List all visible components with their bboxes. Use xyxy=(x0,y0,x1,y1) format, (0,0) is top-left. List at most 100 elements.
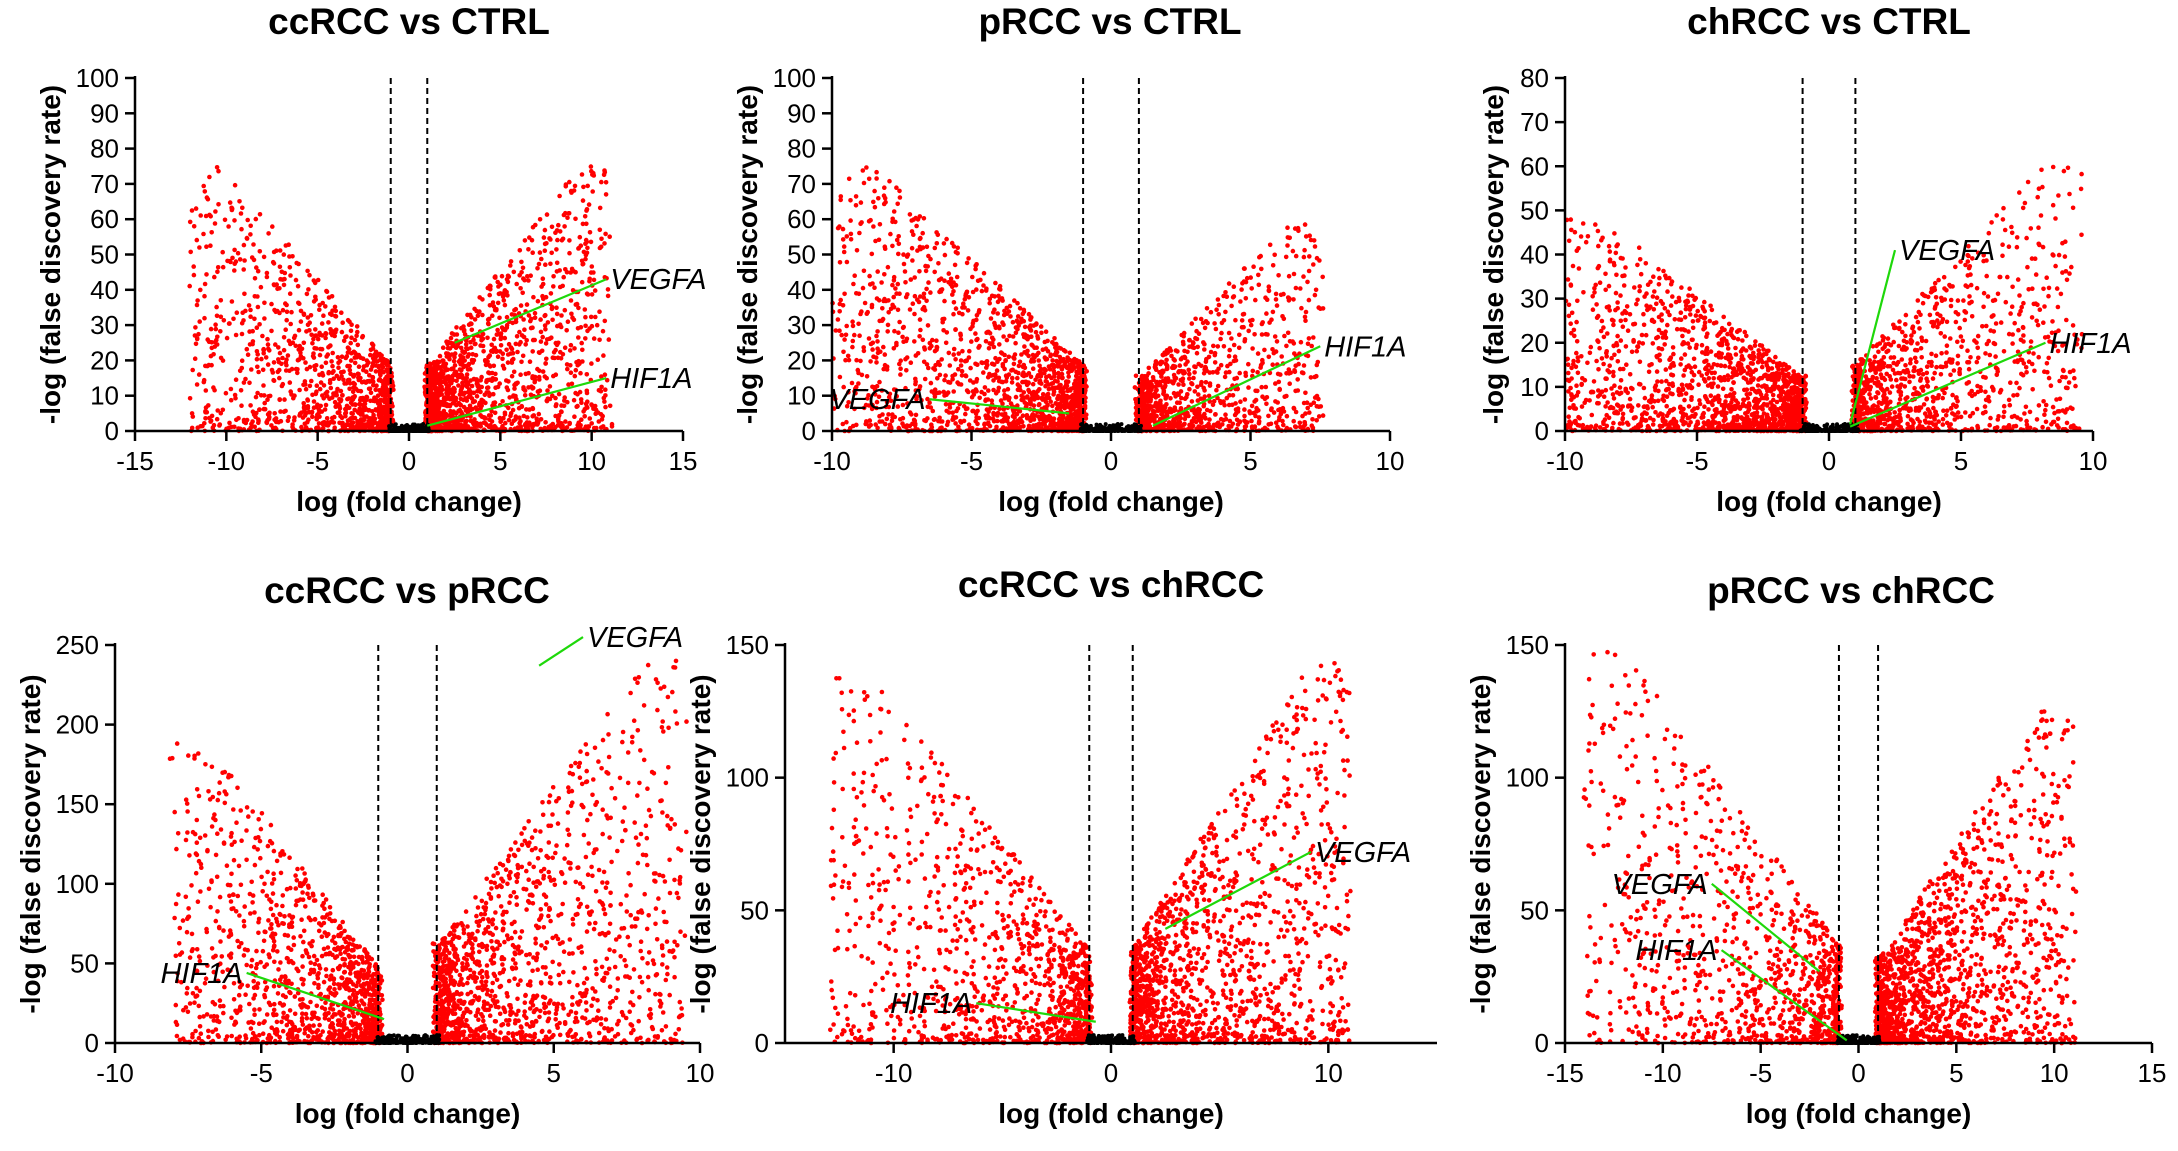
data-point xyxy=(606,337,612,342)
data-point xyxy=(1314,404,1320,409)
data-point xyxy=(1051,365,1057,370)
data-point xyxy=(548,423,554,428)
data-point xyxy=(517,273,522,278)
data-point xyxy=(589,361,594,366)
data-point xyxy=(1187,386,1192,392)
data-point xyxy=(913,376,918,382)
data-point xyxy=(944,236,949,242)
data-point xyxy=(287,380,293,385)
data-point xyxy=(597,309,602,315)
data-point xyxy=(1010,375,1015,381)
data-point xyxy=(243,376,248,382)
data-point xyxy=(239,226,244,232)
data-point xyxy=(492,275,498,280)
data-point xyxy=(352,337,358,343)
data-point xyxy=(973,387,979,392)
data-point xyxy=(233,332,239,338)
data-point xyxy=(918,327,923,333)
data-point xyxy=(283,301,288,306)
data-point xyxy=(429,413,435,419)
data-point xyxy=(982,391,987,397)
data-point xyxy=(562,345,568,351)
data-point xyxy=(517,329,522,335)
data-point xyxy=(437,424,443,429)
data-point xyxy=(1009,368,1014,373)
data-point xyxy=(973,263,978,269)
data-point xyxy=(348,340,354,346)
data-point xyxy=(561,212,567,218)
data-point xyxy=(1030,412,1036,417)
data-point xyxy=(262,300,267,306)
data-point xyxy=(607,403,613,409)
data-point xyxy=(594,425,599,431)
data-point xyxy=(464,398,470,403)
data-point xyxy=(519,403,524,409)
data-point xyxy=(492,307,498,313)
data-point xyxy=(1202,388,1207,393)
data-point xyxy=(550,317,555,323)
data-point xyxy=(239,331,245,337)
data-point xyxy=(877,419,882,424)
data-point xyxy=(212,274,217,280)
data-point xyxy=(385,377,390,383)
data-point xyxy=(449,331,455,336)
data-point xyxy=(301,382,306,388)
data-point xyxy=(1189,321,1195,326)
data-point xyxy=(254,356,260,362)
data-point xyxy=(440,345,446,351)
data-point xyxy=(934,241,940,246)
data-point xyxy=(1235,422,1241,427)
data-point xyxy=(354,324,360,329)
data-point xyxy=(895,281,901,287)
data-point xyxy=(1050,340,1055,345)
data-point xyxy=(338,388,344,394)
data-point xyxy=(515,349,520,355)
data-point xyxy=(518,303,524,308)
data-point xyxy=(209,230,214,235)
data-point xyxy=(251,242,256,247)
data-point xyxy=(1223,412,1228,418)
data-point xyxy=(545,320,551,325)
data-point xyxy=(330,415,335,421)
data-point xyxy=(229,299,235,304)
data-point xyxy=(1195,344,1200,350)
data-point xyxy=(468,418,474,424)
data-point xyxy=(1038,324,1044,329)
data-point xyxy=(1312,244,1318,249)
data-point xyxy=(538,317,543,322)
data-point xyxy=(951,311,956,317)
data-point xyxy=(248,223,253,229)
data-point xyxy=(282,276,287,282)
data-point xyxy=(532,310,538,316)
data-point xyxy=(974,313,980,318)
data-point xyxy=(221,318,227,323)
data-point xyxy=(502,302,508,308)
data-point xyxy=(333,314,339,319)
data-point xyxy=(1295,377,1300,382)
data-point xyxy=(943,340,949,346)
data-point xyxy=(210,425,216,431)
data-point xyxy=(1293,253,1299,259)
data-point xyxy=(841,349,846,355)
data-point xyxy=(603,180,609,185)
data-point xyxy=(554,305,559,311)
data-point xyxy=(355,342,361,348)
data-point xyxy=(241,267,246,272)
data-point xyxy=(959,373,965,378)
data-point xyxy=(234,310,240,316)
data-point xyxy=(932,348,938,354)
data-point xyxy=(524,420,530,425)
data-point xyxy=(1307,254,1312,259)
data-point xyxy=(224,335,230,341)
data-point xyxy=(920,230,925,236)
data-point xyxy=(304,291,310,297)
data-point xyxy=(1248,322,1254,328)
data-point xyxy=(193,341,199,347)
data-point xyxy=(303,386,309,392)
data-point xyxy=(1208,349,1214,355)
data-point xyxy=(931,417,937,423)
data-point xyxy=(351,349,357,355)
data-point xyxy=(890,302,895,308)
data-point xyxy=(500,356,505,362)
data-point xyxy=(1293,409,1299,415)
